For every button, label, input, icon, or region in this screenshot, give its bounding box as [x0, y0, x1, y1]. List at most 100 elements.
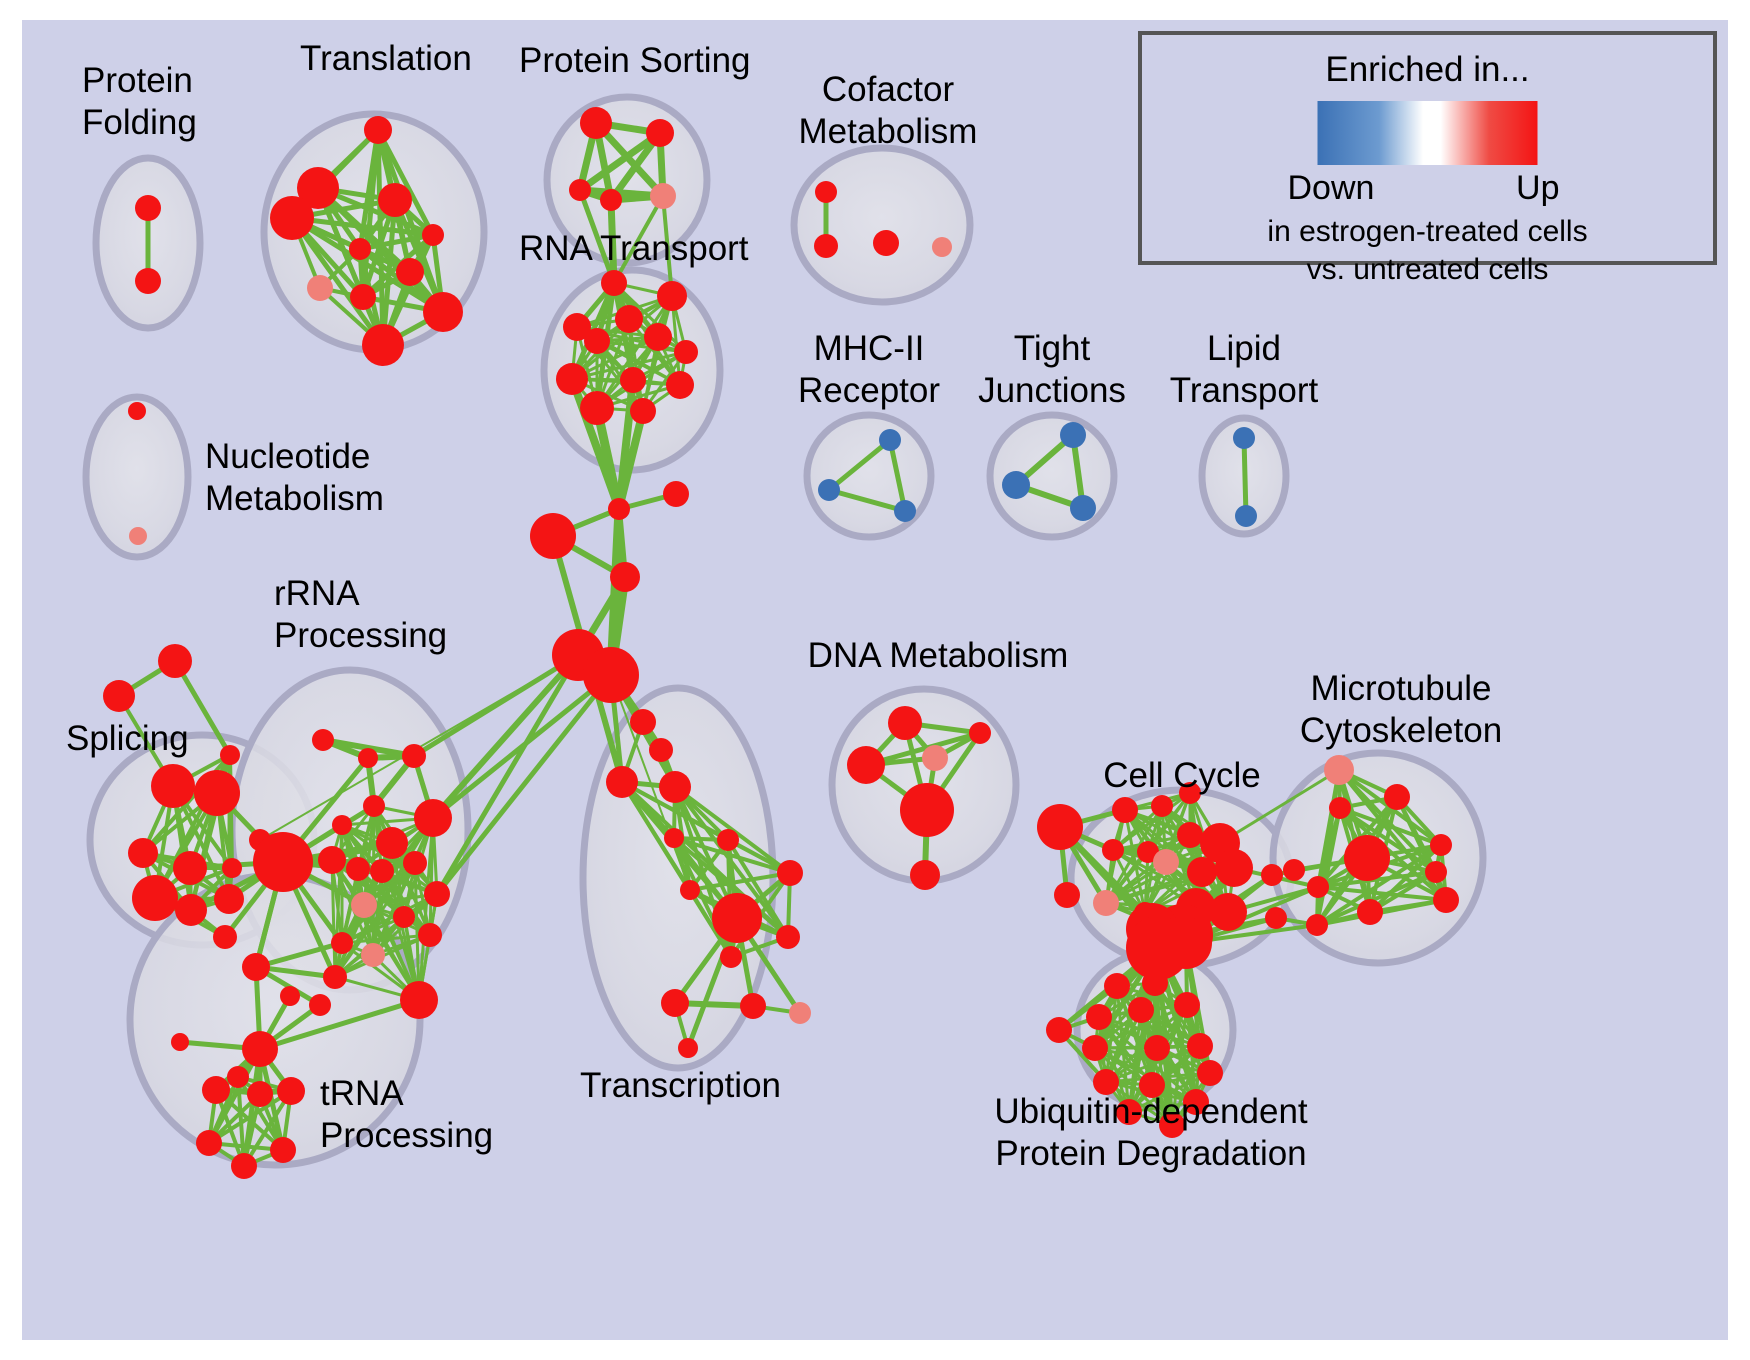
network-node-tn1[interactable]	[280, 986, 300, 1006]
network-node-tr1[interactable]	[364, 116, 392, 144]
network-node-tr10[interactable]	[423, 292, 463, 332]
network-node-tj2[interactable]	[1002, 471, 1030, 499]
network-node-rt8[interactable]	[556, 363, 588, 395]
network-node-tj3[interactable]	[1070, 495, 1096, 521]
network-node-mid3[interactable]	[530, 513, 576, 559]
network-node-ub1[interactable]	[1104, 973, 1130, 999]
network-node-ub10[interactable]	[1093, 1069, 1119, 1095]
network-node-rt1[interactable]	[601, 270, 627, 296]
network-node-rr1[interactable]	[312, 729, 334, 751]
network-node-hub2[interactable]	[1160, 917, 1212, 969]
network-node-mt5[interactable]	[1430, 834, 1452, 856]
network-node-tx9[interactable]	[712, 893, 762, 943]
network-node-dm4[interactable]	[922, 745, 948, 771]
network-node-tr5[interactable]	[422, 224, 444, 246]
network-node-ps2[interactable]	[646, 119, 674, 147]
network-node-mt8[interactable]	[1357, 899, 1383, 925]
network-node-rr19[interactable]	[400, 981, 438, 1019]
network-node-rr18[interactable]	[323, 965, 347, 989]
network-node-mt9[interactable]	[1433, 887, 1459, 913]
network-node-ps1[interactable]	[580, 107, 612, 139]
network-node-cc3[interactable]	[1112, 797, 1138, 823]
network-node-tn5[interactable]	[202, 1076, 230, 1104]
network-node-lt2[interactable]	[1235, 505, 1257, 527]
network-node-mt4[interactable]	[1344, 835, 1390, 881]
network-node-ps3[interactable]	[569, 179, 591, 201]
network-node-sp5[interactable]	[194, 770, 240, 816]
network-node-cc16[interactable]	[1209, 893, 1247, 931]
network-node-rr15[interactable]	[418, 923, 442, 947]
network-node-tx2[interactable]	[649, 738, 673, 762]
network-node-tn10[interactable]	[231, 1153, 257, 1179]
network-node-rr8[interactable]	[318, 846, 346, 874]
network-node-mt7[interactable]	[1307, 876, 1329, 898]
network-node-sp10[interactable]	[214, 884, 244, 914]
network-node-dm2[interactable]	[969, 722, 991, 744]
network-node-rt7[interactable]	[674, 340, 698, 364]
network-node-cc7[interactable]	[1177, 822, 1203, 848]
network-node-rr21[interactable]	[242, 953, 270, 981]
network-node-tr7[interactable]	[396, 258, 424, 286]
network-node-pf2[interactable]	[135, 268, 161, 294]
network-node-tr11[interactable]	[362, 324, 404, 366]
network-node-sp12[interactable]	[213, 925, 237, 949]
network-node-mt2[interactable]	[1384, 784, 1410, 810]
network-node-nm1[interactable]	[128, 402, 146, 420]
network-node-ub4[interactable]	[1128, 997, 1154, 1023]
network-node-tn9[interactable]	[270, 1137, 296, 1163]
network-node-tx14[interactable]	[789, 1002, 811, 1024]
network-node-tx11[interactable]	[720, 946, 742, 968]
network-node-dm1[interactable]	[888, 706, 922, 740]
network-node-tr3[interactable]	[378, 183, 412, 217]
network-node-rr4[interactable]	[363, 795, 385, 817]
network-node-cc4[interactable]	[1151, 795, 1173, 817]
network-node-nm2[interactable]	[129, 527, 147, 545]
network-node-sp6[interactable]	[128, 838, 158, 868]
network-node-cc17[interactable]	[1265, 907, 1287, 929]
network-node-tx15[interactable]	[678, 1038, 698, 1058]
network-node-rr13[interactable]	[424, 881, 450, 907]
network-node-tx3[interactable]	[659, 771, 691, 803]
network-node-ub15[interactable]	[1046, 1017, 1072, 1043]
network-node-rr6[interactable]	[414, 799, 452, 837]
network-node-rr10[interactable]	[346, 857, 370, 881]
network-node-ub12[interactable]	[1183, 1089, 1209, 1115]
network-node-rr3[interactable]	[402, 744, 426, 768]
network-node-sp3[interactable]	[220, 745, 240, 765]
network-node-rt9[interactable]	[620, 367, 646, 393]
network-node-ub5[interactable]	[1174, 992, 1200, 1018]
network-node-rr11[interactable]	[370, 859, 394, 883]
network-node-dm6[interactable]	[910, 860, 940, 890]
network-node-dm5[interactable]	[900, 783, 954, 837]
network-node-ps4[interactable]	[600, 189, 622, 211]
network-node-rt11[interactable]	[580, 391, 614, 425]
network-node-tx6[interactable]	[717, 829, 739, 851]
network-node-cc9[interactable]	[1153, 849, 1179, 875]
network-node-rr17[interactable]	[361, 943, 385, 967]
network-node-rt2[interactable]	[657, 281, 687, 311]
network-node-rt5[interactable]	[644, 323, 672, 351]
network-node-tx5[interactable]	[606, 766, 638, 798]
network-node-tx12[interactable]	[661, 989, 689, 1017]
network-node-cc2[interactable]	[1054, 882, 1080, 908]
network-node-cc12[interactable]	[1261, 864, 1283, 886]
network-node-ub13[interactable]	[1116, 1099, 1142, 1125]
network-node-rt10[interactable]	[666, 371, 694, 399]
network-node-cf4[interactable]	[932, 237, 952, 257]
network-node-mt1[interactable]	[1324, 755, 1354, 785]
network-node-tx4[interactable]	[664, 828, 684, 848]
network-node-mh2[interactable]	[818, 479, 840, 501]
network-node-tr2[interactable]	[297, 167, 339, 209]
network-node-cf1[interactable]	[815, 181, 837, 203]
network-node-tx8[interactable]	[680, 880, 700, 900]
network-node-mh1[interactable]	[879, 429, 901, 451]
network-node-sp11[interactable]	[175, 894, 207, 926]
network-node-rr16[interactable]	[331, 932, 353, 954]
network-node-rt4[interactable]	[563, 313, 591, 341]
network-node-cc11[interactable]	[1215, 849, 1253, 887]
network-node-sp9[interactable]	[132, 875, 178, 921]
network-node-mid1[interactable]	[608, 498, 630, 520]
network-node-tn8[interactable]	[196, 1130, 222, 1156]
network-node-rr14[interactable]	[393, 906, 415, 928]
network-node-tn2[interactable]	[242, 1031, 278, 1067]
